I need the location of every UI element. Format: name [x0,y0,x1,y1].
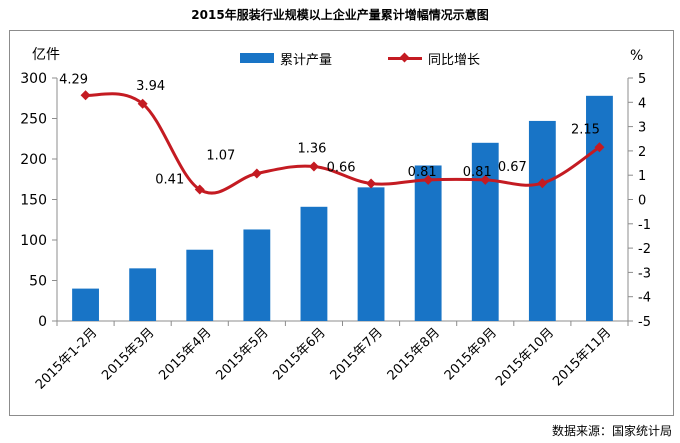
growth-marker-9 [537,178,548,189]
growth-data-label: 0.81 [408,165,437,180]
growth-marker-3 [194,184,205,195]
bar-3 [186,249,214,321]
chart-title: 2015年服装行业规模以上企业产量累计增幅情况示意图 [191,8,489,22]
x-tick-label: 2015年8月 [385,325,443,383]
chart-frame [9,30,674,416]
bar-1 [72,288,99,321]
growth-marker-7 [423,174,434,185]
growth-data-label: 1.07 [206,148,235,163]
legend-bar-label: 累计产量 [280,52,333,68]
growth-line [85,92,601,195]
bar-5 [300,206,328,321]
bar-7 [414,165,442,321]
source-note: 数据来源：国家统计局 [551,424,672,438]
x-tick-label: 2015年4月 [156,325,214,383]
right-tick-label: 3 [638,121,646,136]
bar-4 [243,229,271,321]
growth-data-label: 1.36 [297,141,326,156]
growth-data-label: 2.15 [571,122,600,137]
legend-line-swatch [388,53,422,63]
left-tick-label: 100 [20,233,47,249]
growth-marker-10 [594,142,605,153]
left-tick-label: 200 [20,152,47,168]
legend-line-label: 同比增长 [428,52,481,68]
left-tick-label: 0 [38,314,47,330]
x-tick-label: 2015年1-2月 [33,325,100,392]
right-tick-label: 2 [638,145,646,160]
legend-item-bar: 累计产量 [240,48,332,68]
right-tick-label: -3 [638,266,651,281]
growth-marker-2 [137,98,148,109]
growth-data-label: 0.67 [498,160,527,175]
right-tick-label: -1 [638,218,651,233]
right-axis-title: % [630,48,644,64]
left-tick-label: 250 [20,112,47,128]
right-tick-label: 0 [638,194,646,209]
growth-data-label: 0.66 [327,160,356,175]
growth-marker-8 [480,174,491,185]
x-tick-label: 2015年7月 [328,325,386,383]
left-axis-title: 亿件 [32,47,60,63]
x-tick-label: 2015年5月 [213,325,271,383]
growth-data-label: 4.29 [59,72,88,87]
x-tick-label: 2015年6月 [271,325,329,383]
right-tick-label: 5 [638,72,646,87]
left-tick-label: 300 [20,71,47,87]
growth-data-label: 0.81 [463,165,492,180]
growth-marker-4 [251,168,262,179]
x-tick-label: 2015年10月 [493,325,557,389]
x-tick-label: 2015年9月 [442,325,500,383]
bar-9 [528,120,556,322]
left-tick-label: 50 [29,274,47,290]
right-tick-label: 4 [638,96,646,111]
growth-data-label: 3.94 [136,79,165,94]
legend-item-line: 同比增长 [388,48,480,68]
growth-data-label: 0.41 [155,173,184,188]
bar-2 [129,268,157,321]
x-tick-label: 2015年3月 [99,325,157,383]
bar-6 [357,187,385,321]
right-tick-label: -2 [638,242,651,257]
bar-8 [471,142,499,321]
left-tick-label: 150 [20,193,47,209]
right-tick-label: 1 [638,169,646,184]
growth-marker-5 [308,161,319,172]
right-tick-label: -5 [638,315,651,330]
bar-10 [586,95,613,321]
growth-marker-6 [366,178,377,189]
growth-marker-1 [80,90,91,101]
x-tick-label: 2015年11月 [550,325,614,389]
legend-bar-swatch [240,53,274,63]
right-tick-label: -4 [638,291,651,306]
